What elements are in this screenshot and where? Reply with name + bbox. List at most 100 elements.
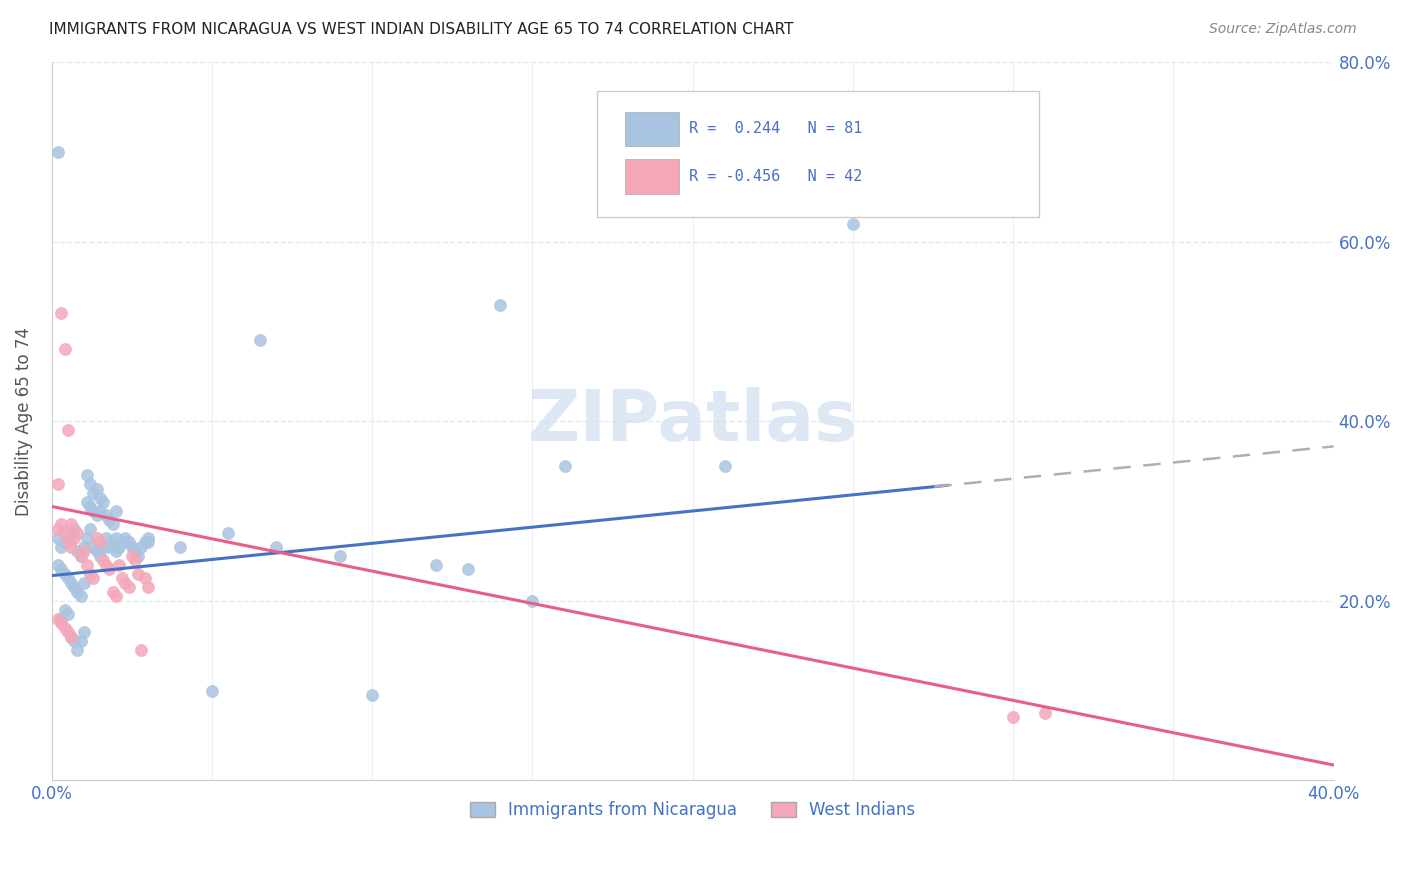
Point [69,634,91,648]
FancyBboxPatch shape [596,91,1039,217]
Point [63,634,86,648]
Point [69,589,91,603]
Point [56,535,79,549]
Point [96,508,118,523]
Point [66,584,89,599]
Point [79,522,101,536]
Point [121,549,143,563]
Point [76,558,98,572]
Point [89,549,111,563]
Point [46,145,69,159]
Point [76,468,98,483]
Point [136,531,159,545]
Point [91,495,114,509]
Point [82,486,104,500]
Point [104,544,127,558]
Point [51,540,73,554]
Point [713,459,735,474]
Point [169,540,191,554]
Point [124,553,146,567]
Point [59,526,82,541]
Point [63,531,86,545]
Bar [624,159,679,194]
Point [59,630,82,644]
Point [425,558,447,572]
Point [111,535,134,549]
Point [89,535,111,549]
Point [201,683,224,698]
Point [51,562,73,576]
Point [98,513,121,527]
Point [86,531,108,545]
Point [76,495,98,509]
Point [59,630,82,644]
Point [217,526,239,541]
Point [46,531,69,545]
Point [66,643,89,657]
Point [66,526,89,541]
Point [56,423,79,437]
Point [361,688,384,702]
Point [111,571,134,585]
Point [51,616,73,631]
Point [98,562,121,576]
Point [53,526,76,541]
Point [101,584,124,599]
Point [76,531,98,545]
Point [104,504,127,518]
Text: IMMIGRANTS FROM NICARAGUA VS WEST INDIAN DISABILITY AGE 65 TO 74 CORRELATION CHA: IMMIGRANTS FROM NICARAGUA VS WEST INDIAN… [49,22,794,37]
Point [264,540,287,554]
Point [249,334,271,348]
Point [59,517,82,532]
Point [56,571,79,585]
Point [1002,710,1025,724]
Point [56,625,79,640]
Point [63,580,86,594]
Point [59,540,82,554]
Point [329,549,352,563]
Point [79,566,101,581]
Point [522,593,544,607]
Point [108,558,131,572]
Point [66,544,89,558]
Point [46,558,69,572]
Point [51,612,73,626]
Point [46,612,69,626]
Point [91,540,114,554]
Point [114,575,136,590]
Point [56,607,79,622]
Point [53,535,76,549]
Point [86,482,108,496]
Legend: Immigrants from Nicaragua, West Indians: Immigrants from Nicaragua, West Indians [464,795,922,826]
Point [53,603,76,617]
Point [101,535,124,549]
Point [46,477,69,491]
Point [56,531,79,545]
Point [136,580,159,594]
Point [104,589,127,603]
Point [457,562,479,576]
Point [79,477,101,491]
Point [96,531,118,545]
Point [73,575,96,590]
Point [89,491,111,505]
Point [118,580,141,594]
Point [114,531,136,545]
Point [134,571,156,585]
Point [53,566,76,581]
Point [46,522,69,536]
Point [1033,706,1056,720]
Point [553,459,575,474]
Point [121,540,143,554]
Point [842,217,865,231]
Point [127,549,149,563]
Point [98,540,121,554]
Point [131,643,153,657]
Point [73,625,96,640]
Point [63,522,86,536]
Point [79,500,101,514]
Point [53,621,76,635]
Bar [624,112,679,146]
Point [101,517,124,532]
Point [86,508,108,523]
